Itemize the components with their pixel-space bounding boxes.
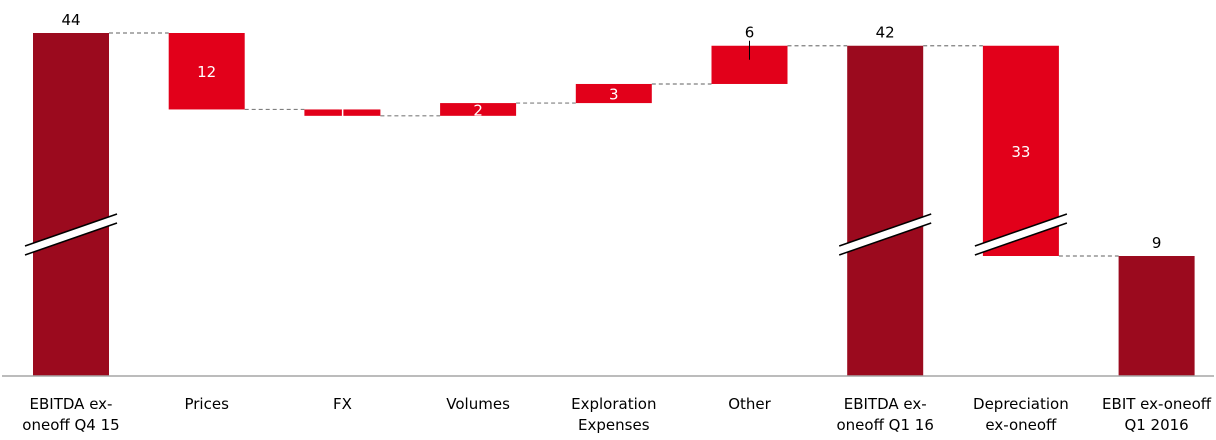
data-label-8: 33 xyxy=(1011,143,1030,161)
x-tick-label-line-7-1: EBITDA ex- xyxy=(844,395,927,413)
axis-break-line-top-8 xyxy=(974,213,1068,247)
x-tick-label-line-9-2: Q1 2016 xyxy=(1124,416,1188,434)
x-tick-label-line-7-2: oneoff Q1 16 xyxy=(836,416,933,434)
axis-break-line-top-7 xyxy=(838,213,932,247)
x-tick-label-8: Depreciation ex-oneoff xyxy=(973,395,1069,434)
data-label-2: 12 xyxy=(197,63,216,81)
bar-7 xyxy=(847,45,924,376)
x-tick-label-line-1-1: EBITDA ex- xyxy=(30,395,113,413)
x-tick-label-2: Prices xyxy=(184,395,229,413)
bar-9 xyxy=(1118,256,1195,376)
axis-break-gap-8 xyxy=(974,214,1067,255)
axis-break-line-bottom-8 xyxy=(974,222,1068,256)
axis-break-line-bottom-7 xyxy=(838,222,932,256)
data-label-6: 6 xyxy=(745,24,755,42)
x-tick-label-line-4-1: Volumes xyxy=(446,395,510,413)
data-label-9: 9 xyxy=(1152,234,1162,252)
x-tick-label-4: Volumes xyxy=(446,395,510,413)
axis-break-1 xyxy=(24,213,118,256)
bar-1 xyxy=(33,33,109,376)
x-tick-label-line-8-2: ex-oneoff xyxy=(985,416,1057,434)
data-label-5: 3 xyxy=(609,86,619,104)
data-label-7: 42 xyxy=(876,24,895,42)
x-tick-label-5: Exploration Expenses xyxy=(571,395,656,434)
bar-5 xyxy=(575,83,652,104)
axis-break-line-bottom-1 xyxy=(24,222,118,256)
x-tick-label-3: FX xyxy=(333,395,352,413)
x-tick-label-line-2-1: Prices xyxy=(184,395,229,413)
data-label-3: 1 xyxy=(338,105,348,123)
data-label-4: 2 xyxy=(473,101,483,119)
axis-break-gap-7 xyxy=(839,214,932,255)
x-tick-label-6: Other xyxy=(728,395,771,413)
bar-2 xyxy=(168,33,245,110)
x-tick-label-line-9-1: EBIT ex-oneoff xyxy=(1102,395,1212,413)
x-tick-label-line-3-1: FX xyxy=(333,395,352,413)
axis-break-8 xyxy=(974,213,1068,256)
axis-break-7 xyxy=(838,213,932,256)
x-tick-label-line-5-1: Exploration xyxy=(571,395,656,413)
x-tick-label-7: EBITDA ex-oneoff Q1 16 xyxy=(836,395,933,434)
axis-break-gap-1 xyxy=(25,214,117,255)
x-tick-label-line-5-2: Expenses xyxy=(578,416,650,434)
bar-3 xyxy=(304,109,381,116)
x-tick-label-9: EBIT ex-oneoff Q1 2016 xyxy=(1102,395,1212,434)
x-tick-label-1: EBITDA ex-oneoff Q4 15 xyxy=(22,395,119,434)
data-label-1: 44 xyxy=(61,11,80,29)
x-tick-label-line-1-2: oneoff Q4 15 xyxy=(22,416,119,434)
x-tick-label-line-6-1: Other xyxy=(728,395,771,413)
bar-4 xyxy=(440,103,517,116)
axis-break-line-top-1 xyxy=(24,213,118,247)
x-tick-label-line-8-1: Depreciation xyxy=(973,395,1069,413)
